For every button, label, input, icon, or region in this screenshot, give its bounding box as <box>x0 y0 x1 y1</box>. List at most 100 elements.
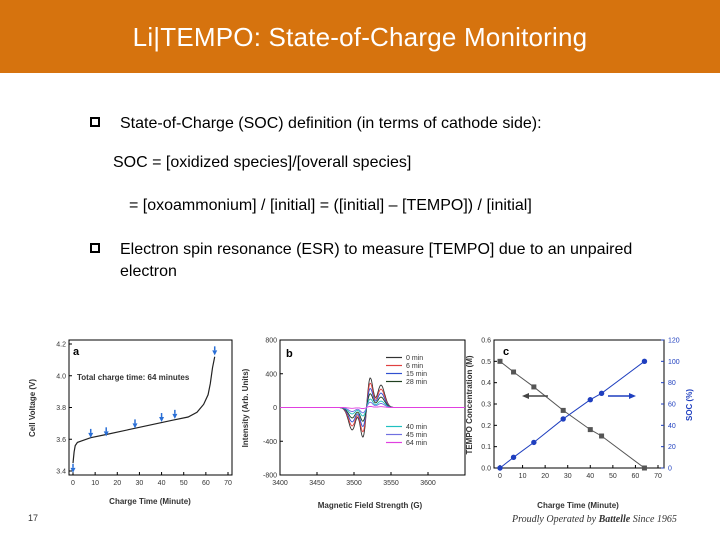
tempo-point <box>641 465 647 471</box>
footer-prefix: Proudly Operated by <box>512 514 599 525</box>
x-tick-label: 30 <box>136 480 144 487</box>
soc-point <box>510 454 517 461</box>
y-tick-label: 0.6 <box>481 338 491 345</box>
x-tick-label: 10 <box>519 473 527 480</box>
y-tick-label: 0.4 <box>481 380 491 387</box>
y-tick-label: 0.1 <box>481 444 491 451</box>
panel-label: a <box>73 346 80 358</box>
x-tick-label: 3550 <box>383 480 399 487</box>
x-tick-label: 10 <box>91 480 99 487</box>
legend-label: 45 min <box>406 432 427 439</box>
right-arrow-head <box>629 393 636 399</box>
annotation: Total charge time: 64 minutes <box>77 373 190 382</box>
y-tick-label: 0.0 <box>481 466 491 473</box>
y-tick-label: 0.2 <box>481 423 491 430</box>
tempo-point <box>587 427 593 433</box>
y-tick-label: 4.0 <box>56 373 66 380</box>
sampling-marker <box>103 431 109 437</box>
x-tick-label: 40 <box>158 480 166 487</box>
soc-point <box>587 397 593 403</box>
x-tick-label: 20 <box>113 480 121 487</box>
x-axis-label: Charge Time (Minute) <box>109 497 191 506</box>
plot-frame <box>68 339 233 476</box>
x-axis-label: Magnetic Field Strength (G) <box>318 501 423 510</box>
y-tick-label: 0.5 <box>481 359 491 366</box>
y-tick-label: -800 <box>263 473 277 480</box>
y2-tick-label: 0 <box>668 466 672 473</box>
y2-tick-label: 120 <box>668 338 680 345</box>
legend-label: 40 min <box>406 424 427 431</box>
y-tick-label: -400 <box>263 439 277 446</box>
y-tick-label: 0 <box>273 405 277 412</box>
x-tick-label: 60 <box>202 480 210 487</box>
y-tick-label: 400 <box>265 371 277 378</box>
legend-label: 28 min <box>406 379 427 386</box>
y2-tick-label: 60 <box>668 402 676 409</box>
x-tick-label: 0 <box>71 480 75 487</box>
sampling-marker <box>70 467 76 473</box>
tempo-point <box>531 384 537 390</box>
footer-tagline: Proudly Operated by Battelle Since 1965 <box>512 514 677 525</box>
x-tick-label: 40 <box>586 473 594 480</box>
footer-suffix: Since 1965 <box>630 514 677 525</box>
y-tick-label: 3.8 <box>56 405 66 412</box>
esr-spectrum-line <box>280 405 465 410</box>
y-axis-label: TEMPO Concentration (M) <box>465 355 474 454</box>
plot-frame <box>493 339 665 469</box>
y2-tick-label: 40 <box>668 423 676 430</box>
y2-tick-label: 100 <box>668 359 680 366</box>
legend-label: 15 min <box>406 371 427 378</box>
left-arrow-head <box>522 393 529 399</box>
y2-tick-label: 20 <box>668 444 676 451</box>
soc-point <box>497 465 503 471</box>
x-tick-label: 3400 <box>272 480 288 487</box>
checkbox-bullet-icon <box>90 243 100 253</box>
panel-label: b <box>286 348 293 360</box>
panel-label: c <box>503 346 509 358</box>
soc-point <box>531 439 537 446</box>
tempo-point <box>497 358 503 364</box>
title-bar <box>0 0 720 73</box>
soc-point <box>598 390 605 397</box>
x-tick-label: 3600 <box>420 480 436 487</box>
soc-point <box>641 358 648 365</box>
x-tick-label: 0 <box>498 473 502 480</box>
sampling-marker <box>132 423 138 429</box>
y2-axis-label: SOC (%) <box>685 389 694 421</box>
y-tick-label: 3.6 <box>56 437 66 444</box>
x-tick-label: 70 <box>224 480 232 487</box>
bullet-text: Electron spin resonance (ESR) to measure… <box>120 241 633 280</box>
sampling-marker <box>88 432 94 438</box>
y-tick-label: 3.4 <box>56 469 66 476</box>
page-number: 17 <box>28 513 39 523</box>
chart-voltage: 0 10 20 30 40 50 60 70 3.4 3.6 3.8 4.0 4.2 a Total c… <box>28 339 233 506</box>
y-tick-label: 800 <box>265 338 277 345</box>
y-tick-label: 0.3 <box>481 402 491 409</box>
x-tick-label: 3500 <box>346 480 362 487</box>
tempo-point <box>560 407 566 413</box>
x-tick-label: 70 <box>654 473 662 480</box>
x-tick-label: 20 <box>541 473 549 480</box>
equation-line-2: = [oxoammonium] / [initial] = ([initial]… <box>129 197 532 214</box>
x-tick-label: 60 <box>632 473 640 480</box>
x-tick-label: 50 <box>609 473 617 480</box>
y-axis-label: Cell Voltage (V) <box>28 379 37 437</box>
tempo-point <box>511 369 517 375</box>
legend-label: 64 min <box>406 440 427 447</box>
chart-tempo-soc: 0 10 20 30 40 50 60 70 0.0 0.1 0.2 0.3 0.4 0.5 0.6 0 20 4… <box>465 338 694 511</box>
y-tick-label: 4.2 <box>56 342 66 349</box>
soc-point <box>560 416 566 422</box>
bullet-text: State-of-Charge (SOC) definition (in ter… <box>120 115 542 132</box>
legend-label: 0 min <box>406 355 423 362</box>
x-tick-label: 3450 <box>309 480 325 487</box>
x-tick-label: 50 <box>180 480 188 487</box>
equation-line-1: SOC = [oxidized species]/[overall specie… <box>113 154 412 171</box>
tempo-point <box>599 433 605 439</box>
x-tick-label: 30 <box>564 473 572 480</box>
chart-esr: 3400 3450 3500 3550 3600 -800 -400 0 400 800 0 min… <box>241 338 466 510</box>
y-axis-label: Intensity (Arb. Units) <box>241 368 250 447</box>
checkbox-bullet-icon <box>90 117 100 127</box>
voltage-series-line <box>72 356 216 464</box>
footer-brand: Battelle <box>598 514 631 525</box>
y2-tick-label: 80 <box>668 380 676 387</box>
